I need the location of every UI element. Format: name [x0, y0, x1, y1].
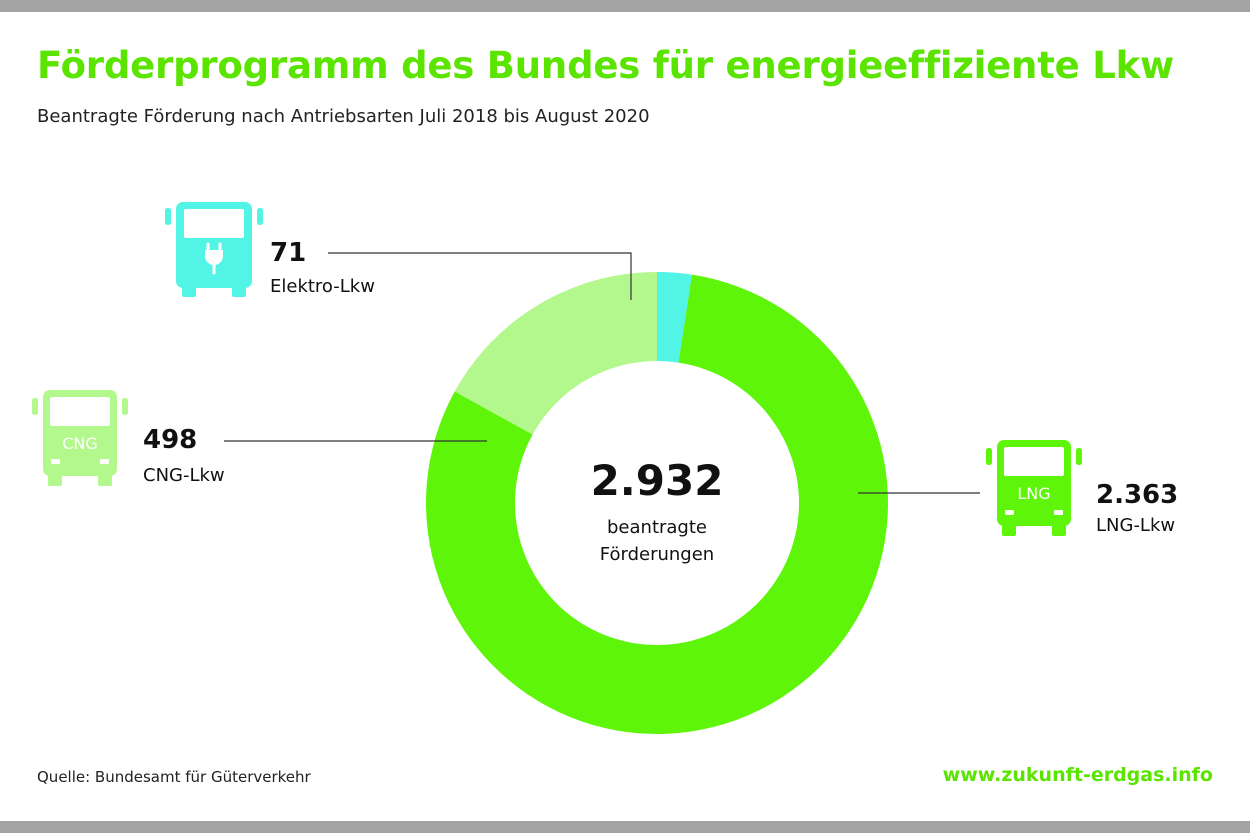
chart-title: Förderprogramm des Bundes für energieeff…	[37, 44, 1175, 87]
slice-cng-lkw	[454, 272, 657, 435]
lng-truck-icon: LNG	[986, 440, 1082, 536]
electric-truck-icon	[165, 202, 263, 297]
slice-lng-lkw	[426, 274, 889, 734]
center-label-line2: Förderungen	[599, 544, 715, 565]
leader-lines	[224, 252, 980, 494]
cng-truck-icon: CNG	[32, 390, 128, 486]
website-link[interactable]: www.zukunft-erdgas.info	[942, 764, 1213, 786]
top-frame-bar	[0, 0, 1250, 12]
slice-label-lng: LNG-Lkw	[1096, 515, 1176, 536]
slice-label-cng: CNG-Lkw	[143, 465, 225, 486]
slice-value-cng: 498	[143, 425, 198, 455]
bottom-frame-bar	[0, 821, 1250, 833]
chart-subtitle: Beantragte Förderung nach Antriebsarten …	[37, 106, 650, 127]
slice-value-elektro: 71	[270, 238, 307, 268]
lng-icon-text: LNG	[1017, 484, 1050, 503]
center-total: 2.932	[590, 456, 724, 505]
cng-icon-text: CNG	[62, 434, 98, 453]
slice-elektro-lkw	[657, 272, 693, 363]
slice-value-lng: 2.363	[1096, 480, 1179, 510]
center-label: beantragte Förderungen	[557, 514, 757, 568]
slice-label-elektro: Elektro-Lkw	[270, 276, 375, 297]
leader-elektro	[328, 252, 632, 300]
center-label-line1: beantragte	[607, 517, 707, 538]
donut-slices	[426, 272, 889, 734]
source-note: Quelle: Bundesamt für Güterverkehr	[37, 768, 311, 786]
